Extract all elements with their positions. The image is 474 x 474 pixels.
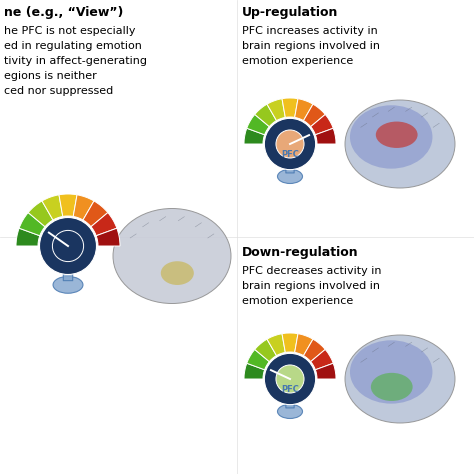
Text: brain regions involved in: brain regions involved in [242, 41, 380, 51]
Wedge shape [303, 339, 325, 362]
Text: brain regions involved in: brain regions involved in [242, 281, 380, 291]
Text: PFC increases activity in: PFC increases activity in [242, 26, 378, 36]
Text: ne (e.g., “View”): ne (e.g., “View”) [4, 6, 123, 19]
Wedge shape [247, 114, 269, 135]
Wedge shape [267, 99, 285, 120]
Wedge shape [295, 334, 313, 356]
Circle shape [63, 255, 73, 264]
Circle shape [264, 118, 316, 170]
Circle shape [286, 386, 294, 395]
Wedge shape [315, 128, 336, 144]
Wedge shape [310, 114, 333, 135]
Text: emotion experience: emotion experience [242, 296, 353, 306]
Text: Down-regulation: Down-regulation [242, 246, 359, 259]
FancyBboxPatch shape [286, 155, 294, 173]
Ellipse shape [350, 105, 432, 169]
Wedge shape [244, 363, 264, 379]
Wedge shape [303, 104, 325, 127]
Wedge shape [315, 363, 336, 379]
Text: he PFC is not especially: he PFC is not especially [4, 26, 136, 36]
FancyBboxPatch shape [64, 260, 73, 281]
Circle shape [286, 151, 294, 160]
Ellipse shape [376, 121, 418, 148]
Ellipse shape [371, 373, 413, 401]
Wedge shape [16, 228, 40, 246]
Text: egions is neither: egions is neither [4, 71, 97, 81]
Circle shape [276, 365, 304, 393]
Ellipse shape [113, 209, 231, 303]
Ellipse shape [161, 261, 194, 285]
Wedge shape [73, 195, 94, 220]
Wedge shape [59, 194, 77, 217]
Text: ed in regulating emotion: ed in regulating emotion [4, 41, 142, 51]
Circle shape [276, 130, 304, 158]
Text: ced nor suppressed: ced nor suppressed [4, 86, 113, 96]
Ellipse shape [350, 340, 432, 404]
Ellipse shape [345, 335, 455, 423]
Wedge shape [28, 201, 53, 227]
Wedge shape [247, 349, 269, 370]
Circle shape [53, 230, 83, 262]
Text: PFC: PFC [281, 385, 299, 394]
Wedge shape [310, 349, 333, 370]
Text: emotion experience: emotion experience [242, 56, 353, 66]
Wedge shape [295, 99, 313, 120]
Wedge shape [42, 195, 63, 220]
Wedge shape [91, 212, 117, 236]
Ellipse shape [277, 169, 302, 183]
Wedge shape [267, 334, 285, 356]
Text: tivity in affect-generating: tivity in affect-generating [4, 56, 147, 66]
Text: Up-regulation: Up-regulation [242, 6, 338, 19]
Ellipse shape [277, 404, 302, 419]
Wedge shape [255, 104, 276, 127]
Wedge shape [244, 128, 264, 144]
Wedge shape [83, 201, 108, 227]
Wedge shape [282, 98, 298, 118]
Wedge shape [19, 212, 45, 236]
Text: PFC decreases activity in: PFC decreases activity in [242, 266, 382, 276]
Circle shape [264, 353, 316, 405]
Wedge shape [255, 339, 276, 362]
Wedge shape [282, 333, 298, 352]
Ellipse shape [53, 276, 83, 293]
Wedge shape [96, 228, 120, 246]
FancyBboxPatch shape [286, 390, 294, 408]
Text: PFC: PFC [281, 150, 299, 159]
Ellipse shape [345, 100, 455, 188]
Circle shape [39, 218, 97, 274]
